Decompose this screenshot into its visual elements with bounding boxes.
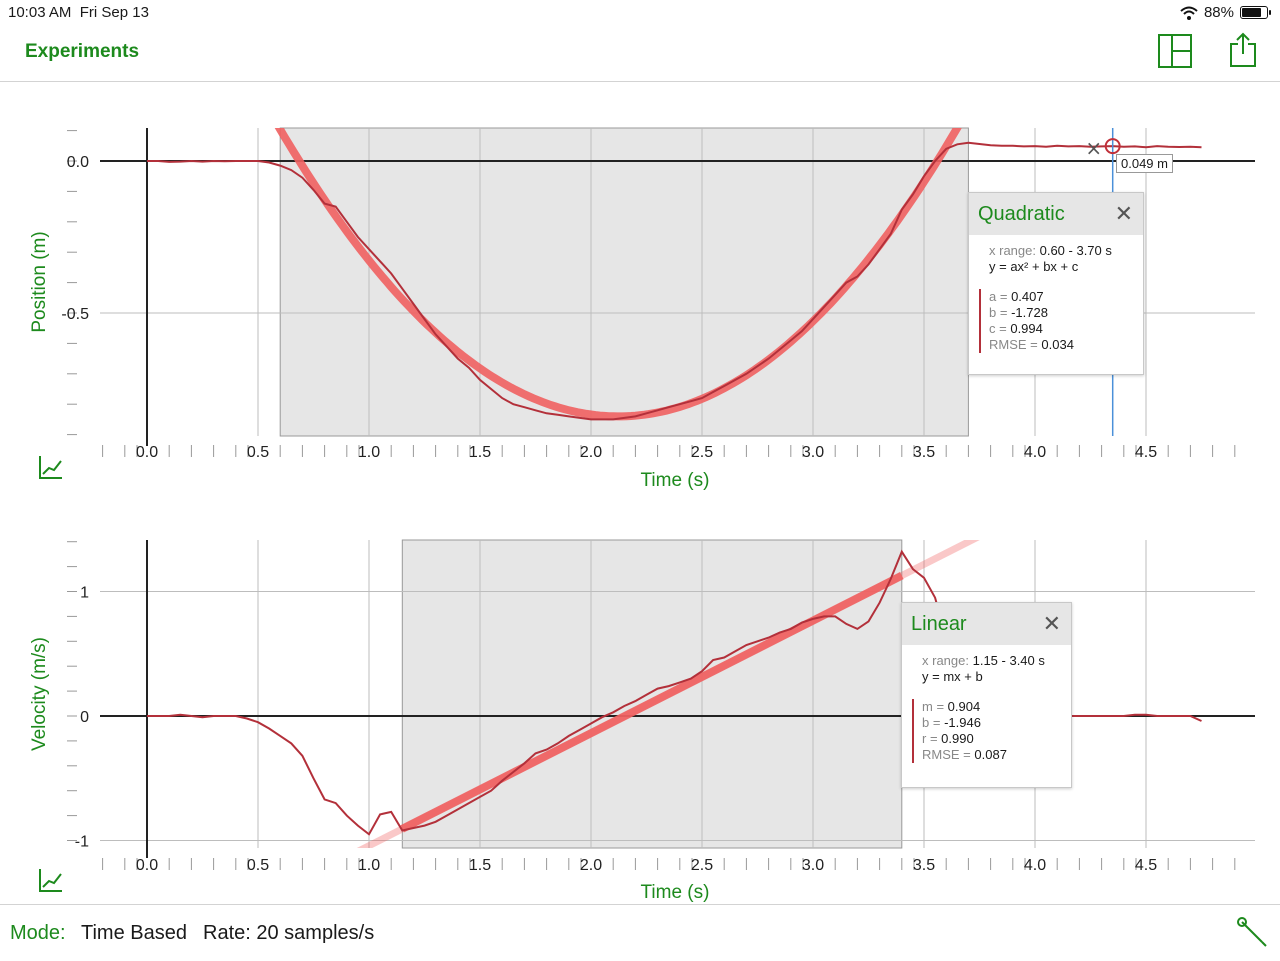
bottom-bar: Mode: Time Based Rate: 20 samples/s	[0, 904, 1280, 961]
coefficient-list: m = 0.904 b = -1.946 r = 0.990 RMSE = 0.…	[912, 699, 1059, 763]
layout-icon[interactable]	[1158, 34, 1192, 68]
x-tick-label: 3.5	[913, 444, 935, 461]
graph-1: 1 0 -1 0.0 0.5 1.0 1.5 2.0 2.5 3.0 3.5 4.0 4.5 Time (…	[29, 539, 1255, 903]
x-tick-label: 2.5	[691, 857, 713, 874]
x-tick-label: 2.0	[580, 444, 602, 461]
battery-percent: 88%	[1203, 4, 1234, 21]
close-icon[interactable]: ✕	[1042, 611, 1061, 636]
y-tick-label: -0.5	[61, 306, 89, 323]
selection-region	[401, 539, 903, 849]
x-tick-label: 3.0	[802, 857, 824, 874]
cursor-value-label: 0.049 m	[1116, 154, 1173, 173]
x-tick-label: 1.0	[358, 444, 380, 461]
wifi-icon	[1180, 6, 1198, 20]
status-time: 10:03 AM Fri Sep 13	[8, 4, 149, 21]
y-tick-label: -1	[75, 834, 89, 851]
coefficient-rmse: 0.034	[1041, 337, 1074, 352]
share-icon[interactable]	[1229, 32, 1257, 68]
fit-equation: y = ax² + bx + c	[989, 259, 1079, 274]
y-tick-label: 0.0	[67, 154, 89, 171]
coefficient-m: 0.904	[947, 699, 981, 714]
x-tick-label: 0.0	[136, 444, 158, 461]
close-icon[interactable]: ✕	[1114, 201, 1133, 226]
graph-0: 0.0 -0.5 0.0 0.5 1.0 1.5 2.0 2.5 3.0 3.5 4.0 4.5 Tim…	[29, 127, 1255, 491]
plot-region	[147, 128, 1202, 421]
y-tick-label: 0	[80, 709, 89, 726]
data-series-line	[147, 141, 1202, 421]
mode-label: Mode:	[10, 922, 66, 944]
coefficient-c: 0.994	[1010, 321, 1043, 336]
x-axis-label: Time (s)	[641, 882, 710, 903]
x-tick-label: 4.0	[1024, 444, 1046, 461]
x-tick-label: 4.5	[1135, 857, 1157, 874]
x-range-value: 0.60 - 3.70 s	[1039, 243, 1112, 258]
x-tick-label: 1.5	[469, 857, 491, 874]
sensor-probe-icon[interactable]	[1236, 916, 1268, 948]
fit-title: Linear	[911, 613, 967, 635]
quadratic-fit-panel: Quadratic ✕ x range: 0.60 - 3.70 s y = a…	[968, 192, 1144, 375]
battery-icon	[1240, 6, 1271, 19]
rate-value[interactable]: Rate: 20 samples/s	[203, 922, 375, 944]
coefficient-b: -1.728	[1011, 305, 1048, 320]
graph-options-icon[interactable]	[39, 456, 62, 479]
y-axis-label: Velocity (m/s)	[29, 637, 50, 751]
coefficient-list: a = 0.407 b = -1.728 c = 0.994 RMSE = 0.…	[979, 289, 1131, 353]
graph-options-icon[interactable]	[39, 869, 62, 892]
fit-equation: y = mx + b	[922, 669, 983, 684]
x-tick-label: 4.0	[1024, 857, 1046, 874]
x-tick-label: 3.5	[913, 857, 935, 874]
y-axis-label: Position (m)	[29, 231, 50, 332]
mode-value[interactable]: Time Based	[81, 922, 187, 944]
x-range-label: x range:	[989, 243, 1036, 258]
x-range-value: 1.15 - 3.40 s	[972, 653, 1045, 668]
y-tick-label: 1	[80, 585, 89, 602]
x-range-label: x range:	[922, 653, 969, 668]
nav-bar: Experiments	[0, 26, 1280, 82]
coefficient-b: -1.946	[944, 715, 981, 730]
x-tick-label: 1.5	[469, 444, 491, 461]
status-bar: 10:03 AM Fri Sep 13 88%	[0, 0, 1280, 26]
linear-fit-panel: Linear ✕ x range: 1.15 - 3.40 s y = mx +…	[901, 602, 1072, 788]
x-tick-label: 0.5	[247, 444, 269, 461]
x-tick-label: 2.5	[691, 444, 713, 461]
x-tick-label: 0.0	[136, 857, 158, 874]
experiments-button[interactable]: Experiments	[25, 41, 140, 62]
coefficient-a: 0.407	[1011, 289, 1044, 304]
x-axis-label: Time (s)	[641, 470, 710, 491]
x-tick-label: 1.0	[358, 857, 380, 874]
x-tick-label: 3.0	[802, 444, 824, 461]
coefficient-r: 0.990	[941, 731, 974, 746]
coefficient-rmse: 0.087	[974, 747, 1007, 762]
cursor-marker	[1104, 138, 1121, 155]
fit-title: Quadratic	[978, 203, 1065, 225]
close-cursor-icon[interactable]: ×	[1085, 136, 1102, 160]
x-tick-label: 4.5	[1135, 444, 1157, 461]
x-tick-label: 0.5	[247, 857, 269, 874]
x-tick-label: 2.0	[580, 857, 602, 874]
